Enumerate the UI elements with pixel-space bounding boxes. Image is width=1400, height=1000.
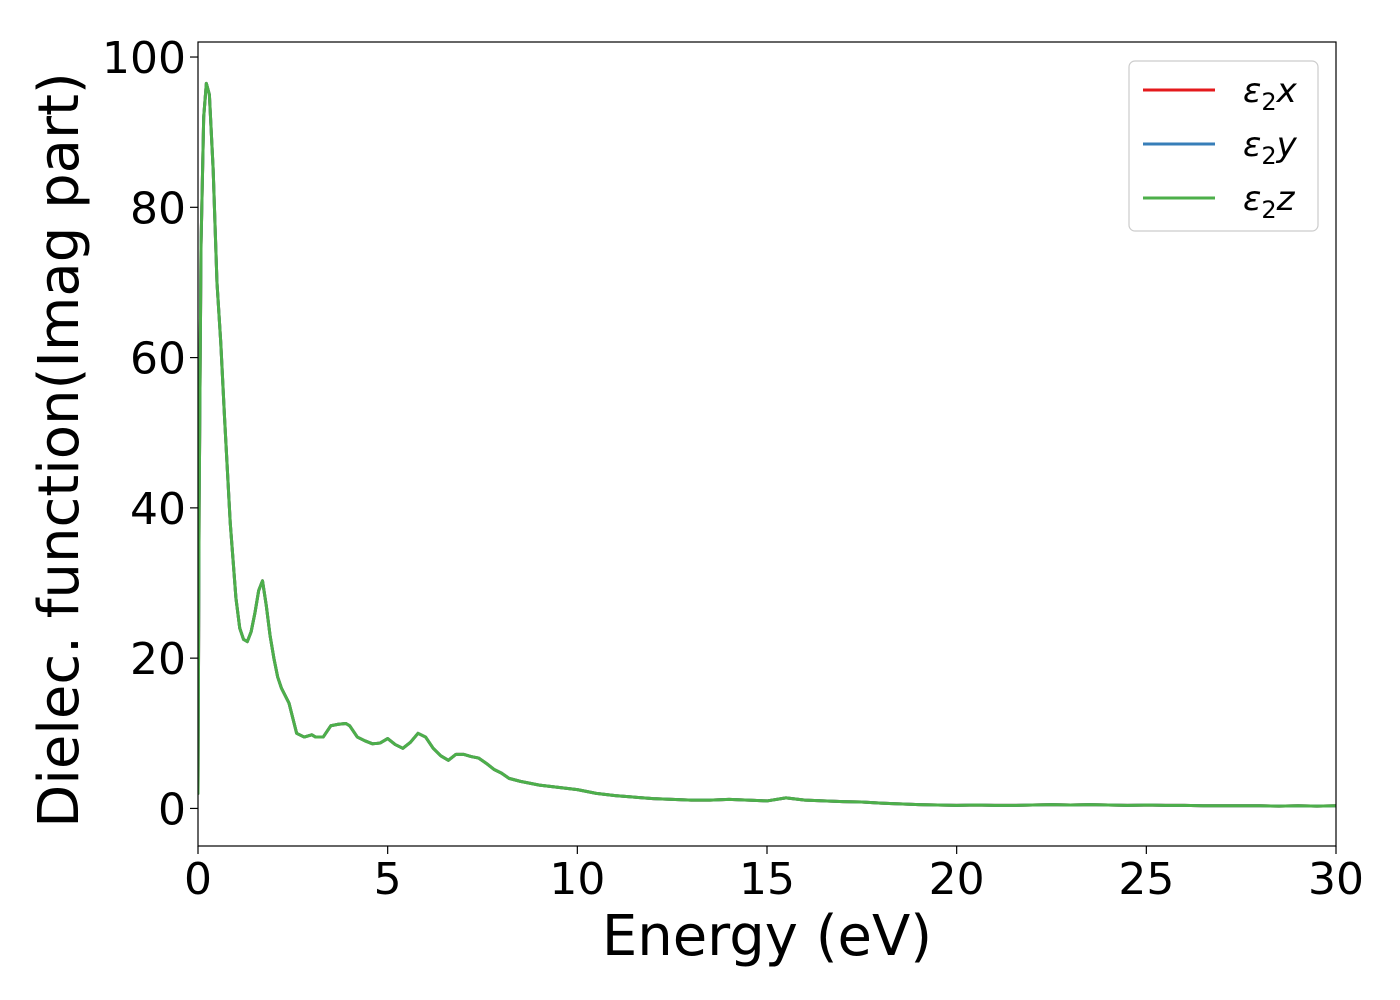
legend-label: ε2x: [1243, 71, 1298, 116]
legend-symbol: ε: [1243, 71, 1261, 111]
series-line-ε2z: [198, 81, 1336, 808]
legend-symbol: ε: [1243, 125, 1261, 165]
legend-label: ε2z: [1243, 179, 1296, 224]
legend-subscript: 2: [1261, 88, 1276, 116]
legend-label: ε2y: [1243, 125, 1298, 170]
y-tick-label: 20: [130, 634, 186, 685]
y-tick-label: 80: [130, 183, 186, 234]
legend-axis: y: [1276, 125, 1298, 165]
legend-symbol: ε: [1243, 179, 1261, 219]
legend-box: [1128, 60, 1319, 232]
x-tick-label: 10: [549, 854, 605, 905]
x-axis-ticks: 0 5 10 15 20 25 30: [184, 846, 1364, 905]
y-axis-ticks: 0 20 40 60 80 100: [102, 33, 198, 835]
legend-axis: x: [1276, 71, 1298, 111]
legend-subscript: 2: [1261, 196, 1276, 224]
x-axis-title: Energy (eV): [602, 904, 932, 969]
series-layer: [198, 81, 1336, 808]
x-tick-label: 0: [184, 854, 212, 905]
y-tick-label: 60: [130, 334, 186, 385]
x-tick-label: 30: [1308, 854, 1364, 905]
x-tick-label: 5: [374, 854, 402, 905]
legend-axis: z: [1276, 179, 1296, 219]
y-tick-label: 100: [102, 33, 186, 84]
y-tick-label: 40: [130, 484, 186, 535]
legend-subscript: 2: [1261, 142, 1276, 170]
y-tick-label: 0: [158, 784, 186, 835]
x-tick-label: 25: [1118, 854, 1174, 905]
x-tick-label: 15: [739, 854, 795, 905]
y-axis-title: Dielec. function(Imag part): [27, 72, 92, 828]
x-tick-label: 20: [929, 854, 985, 905]
